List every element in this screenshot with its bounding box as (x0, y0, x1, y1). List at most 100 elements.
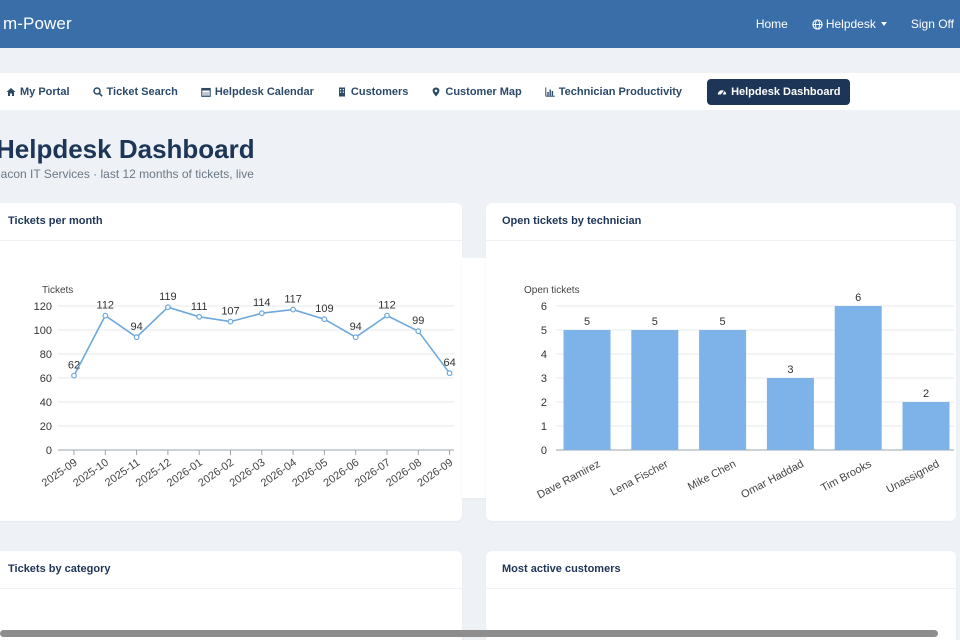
tab-helpdesk-dashboard[interactable]: Helpdesk Dashboard (707, 78, 851, 105)
tab-technician-productivity[interactable]: Technician Productivity (545, 79, 694, 105)
data-point (352, 334, 359, 341)
tab-label: My Portal (20, 85, 70, 98)
tab-label: Customer Map (445, 85, 522, 98)
data-point (71, 372, 77, 379)
y-tick-label: 4 (541, 349, 547, 361)
data-point (384, 312, 390, 319)
card-most-active-customers: Most active customers (486, 551, 956, 640)
bar (699, 330, 747, 450)
data-point (133, 334, 140, 341)
x-tick-label: Unassigned (884, 458, 941, 496)
y-tick-label: 3 (541, 373, 547, 385)
data-label: 117 (284, 294, 302, 306)
data-point (102, 312, 109, 319)
horizontal-scrollbar[interactable] (0, 630, 938, 637)
data-point (415, 328, 422, 335)
bar-chart-icon (545, 87, 555, 97)
tab-label: Customers (350, 85, 409, 98)
y-tick-label: 5 (541, 325, 547, 337)
page-title: Helpdesk Dashboard (0, 134, 255, 164)
top-nav: Home Helpdesk Sign Off (732, 0, 960, 48)
home-link[interactable]: Home (755, 17, 788, 31)
building-icon (338, 87, 345, 96)
tab-label: Ticket Search (106, 85, 178, 98)
data-label: 5 (584, 316, 590, 328)
data-label: 3 (787, 364, 793, 376)
bar (766, 378, 814, 450)
card-title: Open tickets by technician (486, 203, 956, 241)
tab-my-portal[interactable]: My Portal (6, 79, 82, 105)
y-tick-label: 60 (40, 373, 52, 385)
data-point (321, 316, 328, 323)
data-point (227, 318, 234, 325)
y-tick-label: 80 (40, 349, 52, 361)
data-label: 5 (720, 316, 726, 328)
data-label: 94 (130, 321, 142, 333)
tickets-line-chart: 020406080100120Tickets2025-092025-102025… (34, 285, 456, 490)
y-tick-label: 120 (34, 301, 52, 313)
data-point (290, 306, 297, 313)
data-label: 114 (253, 297, 271, 309)
bar (631, 330, 679, 450)
data-point (258, 310, 265, 317)
card-overflow-panel (462, 258, 488, 498)
y-tick-label: 6 (541, 301, 547, 313)
dashboard-icon (717, 89, 727, 95)
x-tick-label: Tim Brooks (819, 458, 874, 495)
card-title: Tickets by category (0, 551, 462, 589)
x-tick-label: Dave Ramirez (535, 458, 602, 501)
y-axis-label: Tickets (42, 285, 73, 296)
tab-label: Helpdesk Calendar (214, 85, 314, 98)
data-point (196, 313, 203, 320)
y-axis-label: Open tickets (524, 285, 580, 296)
x-tick-label: 2025-10 (71, 457, 111, 490)
caret-down-icon (880, 22, 887, 26)
technician-bar-chart: 0 1 2 3 4 5 6 Open tickets 5 Dave Ramirez 5 Lena Fi… (524, 285, 954, 501)
y-tick-label: 100 (34, 325, 52, 337)
tab-customers[interactable]: Customers (337, 79, 420, 105)
card-title: Tickets per month (0, 203, 462, 241)
tab-label: Helpdesk Dashboard (731, 85, 841, 98)
data-label: 64 (443, 357, 455, 369)
tab-customer-map[interactable]: Customer Map (431, 79, 533, 105)
x-tick-label: Mike Chen (686, 458, 738, 493)
y-tick-label: 40 (40, 397, 52, 409)
tab-label: Technician Productivity (558, 85, 683, 98)
helpdesk-dropdown[interactable]: Helpdesk (812, 17, 887, 31)
x-tick-label: Lena Fischer (608, 458, 670, 499)
map-marker-icon (432, 87, 440, 96)
series-line (73, 306, 451, 376)
y-tick-label: 1 (541, 421, 547, 433)
data-label: 2 (923, 388, 929, 400)
tab-helpdesk-calendar[interactable]: Helpdesk Calendar (201, 79, 326, 105)
data-label: 6 (855, 292, 861, 304)
bar (834, 306, 882, 450)
data-label: 107 (221, 306, 239, 318)
data-label: 99 (412, 315, 424, 327)
card-open-by-technician: Open tickets by technician 0 1 2 3 4 5 6 Open t… (486, 203, 956, 521)
data-label: 119 (159, 291, 177, 303)
top-navbar: m-Power Home Helpdesk Sign Off (0, 0, 960, 48)
data-point (446, 370, 453, 377)
section-tabs: My Portal Ticket Search Helpdesk Calenda… (0, 73, 960, 110)
data-label: 94 (350, 321, 362, 333)
card-tickets-by-category: Tickets by category (0, 551, 462, 640)
data-point (164, 304, 171, 311)
data-label: 109 (315, 303, 333, 315)
x-tick-label: Omar Haddad (739, 458, 806, 501)
sign-off-link[interactable]: Sign Off (910, 17, 954, 31)
data-label: 62 (68, 360, 80, 372)
y-tick-label: 0 (46, 445, 52, 457)
search-icon (92, 86, 103, 97)
x-tick-label: 2026-09 (415, 457, 455, 490)
card-title: Most active customers (486, 551, 956, 589)
tab-ticket-search[interactable]: Ticket Search (92, 79, 190, 105)
y-tick-label: 20 (40, 421, 52, 433)
bar (563, 330, 611, 450)
bar (902, 402, 950, 450)
brand-logo[interactable]: m-Power (3, 14, 72, 33)
y-tick-label: 0 (541, 445, 547, 457)
data-label: 111 (191, 301, 208, 313)
globe-icon (812, 18, 823, 30)
home-icon (6, 87, 16, 96)
